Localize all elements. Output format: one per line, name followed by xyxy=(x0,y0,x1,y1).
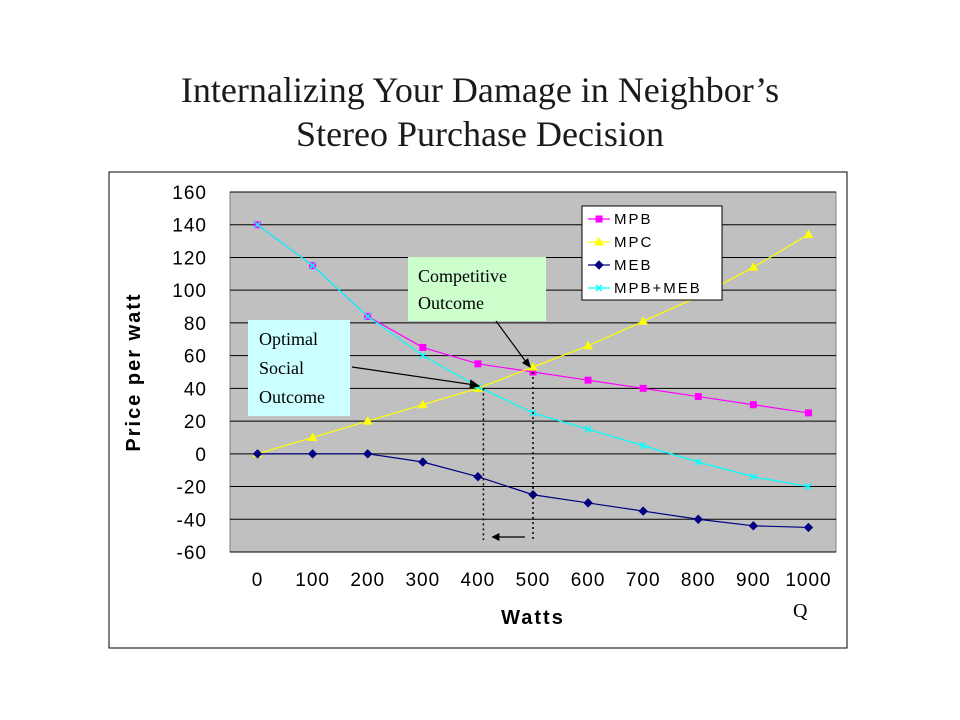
legend-mpc-marker xyxy=(594,236,604,246)
legend-meb-marker xyxy=(594,260,604,270)
series-meb-point xyxy=(748,521,759,531)
x-tick-label: 1000 xyxy=(785,570,831,591)
series-meb-point xyxy=(252,449,263,459)
series-mpc-point xyxy=(417,399,428,409)
series-mpb-meb-point xyxy=(419,352,427,360)
x-tick-label: 700 xyxy=(626,570,661,591)
series-mpc-point xyxy=(803,229,814,239)
y-tick-label: 40 xyxy=(184,379,207,400)
annotation-layer: Competitive Outcome Optimal Social Outcome Q xyxy=(248,257,808,622)
series-mpb-meb-point xyxy=(639,442,647,450)
x-tick-label: 500 xyxy=(516,570,551,591)
series-mpb-meb-point xyxy=(749,473,757,481)
y-tick-label: 20 xyxy=(184,412,207,433)
legend-mpb-meb-label: MPB+MEB xyxy=(614,280,702,297)
series-mpc-point xyxy=(583,340,593,350)
series-mpb-point xyxy=(694,393,702,401)
series-mpc-point xyxy=(528,362,538,371)
x-tick-label: 0 xyxy=(252,570,264,591)
x-tick-label: 800 xyxy=(681,570,716,591)
series-meb-point xyxy=(693,514,703,524)
series-mpb-point xyxy=(474,360,482,368)
legend-mpb-label: MPB xyxy=(614,211,653,228)
competitive-callout-line-1: Competitive xyxy=(418,266,507,286)
y-tick-label: 120 xyxy=(172,248,207,269)
legend-mpb-marker xyxy=(595,215,603,223)
series-mpb-meb-point xyxy=(694,458,702,466)
y-tick-label: -60 xyxy=(177,543,207,564)
y-tick-label: 160 xyxy=(172,183,207,204)
slide-title: Internalizing Your Damage in Neighbor’s … xyxy=(0,68,960,156)
x-tick-labels: 0 100 200 300 400 500 600 700 800 900 1000 xyxy=(252,570,831,591)
x-tick-label: 300 xyxy=(405,570,440,591)
series-mpc-point xyxy=(362,416,373,425)
series-mpb-meb-point xyxy=(584,425,592,433)
series-mpb-meb-point xyxy=(364,312,372,320)
y-tick-label: -40 xyxy=(177,510,207,531)
quantity-change-arrowhead xyxy=(491,533,500,541)
series-mpb-point xyxy=(419,343,427,351)
y-tick-label: 60 xyxy=(184,347,207,368)
y-tick-label: -20 xyxy=(177,478,207,499)
optimal-pointer-head xyxy=(469,379,481,389)
series-meb xyxy=(252,449,814,533)
q-label: Q xyxy=(793,600,808,622)
x-tick-label: 200 xyxy=(350,570,385,591)
slide-title-line-1: Internalizing Your Damage in Neighbor’s xyxy=(180,70,780,110)
series-meb-point xyxy=(473,472,483,482)
series-mpb-meb-point xyxy=(254,221,262,229)
slide-title-line-2: Stereo Purchase Decision xyxy=(296,114,664,154)
optimal-callout-line-2: Social xyxy=(259,358,304,378)
series-mpb-point xyxy=(639,384,647,392)
series-mpb-meb-point xyxy=(804,483,812,491)
optimal-callout-line-1: Optimal xyxy=(259,329,318,349)
x-tick-label: 600 xyxy=(571,570,606,591)
competitive-pointer-head xyxy=(522,358,531,368)
series-mpb-meb-point xyxy=(309,262,317,270)
series-mpb-point xyxy=(749,401,757,409)
series-mpc-point xyxy=(638,316,649,325)
series-mpb-point xyxy=(804,409,812,417)
competitive-callout-box xyxy=(408,257,546,321)
series-meb-point xyxy=(803,522,814,533)
legend: MPB MPC MEB MPB+MEB xyxy=(581,205,723,301)
y-tick-label: 140 xyxy=(172,216,207,237)
y-axis-title: Price per watt xyxy=(123,292,145,451)
legend-meb-label: MEB xyxy=(614,257,653,274)
series-layer xyxy=(252,221,814,533)
series-meb-point xyxy=(363,449,373,459)
x-tick-label: 100 xyxy=(295,570,330,591)
series-mpc-point xyxy=(748,262,759,271)
optimal-pointer xyxy=(351,366,478,386)
y-tick-label: 0 xyxy=(195,445,207,466)
legend-mpb-meb-marker xyxy=(595,284,603,292)
series-mpb-point xyxy=(584,376,592,384)
legend-box xyxy=(581,205,723,301)
x-tick-label: 900 xyxy=(736,570,771,591)
series-mpc-point xyxy=(307,432,318,441)
x-axis-title: Watts xyxy=(501,607,565,629)
competitive-callout-line-2: Outcome xyxy=(418,293,484,313)
legend-mpc-label: MPC xyxy=(614,234,653,251)
competitive-pointer xyxy=(495,320,530,367)
series-meb-point xyxy=(638,506,648,516)
series-meb-point xyxy=(583,498,593,508)
y-tick-label: 100 xyxy=(172,281,207,302)
y-tick-label: 80 xyxy=(184,314,207,335)
x-tick-label: 400 xyxy=(461,570,496,591)
series-meb-point xyxy=(418,457,428,467)
y-tick-labels: 160 140 120 100 80 60 40 20 0 -20 -40 -60 xyxy=(172,183,207,564)
optimal-callout-box xyxy=(248,320,350,416)
series-meb-point xyxy=(307,449,318,459)
optimal-callout-line-3: Outcome xyxy=(259,387,325,407)
